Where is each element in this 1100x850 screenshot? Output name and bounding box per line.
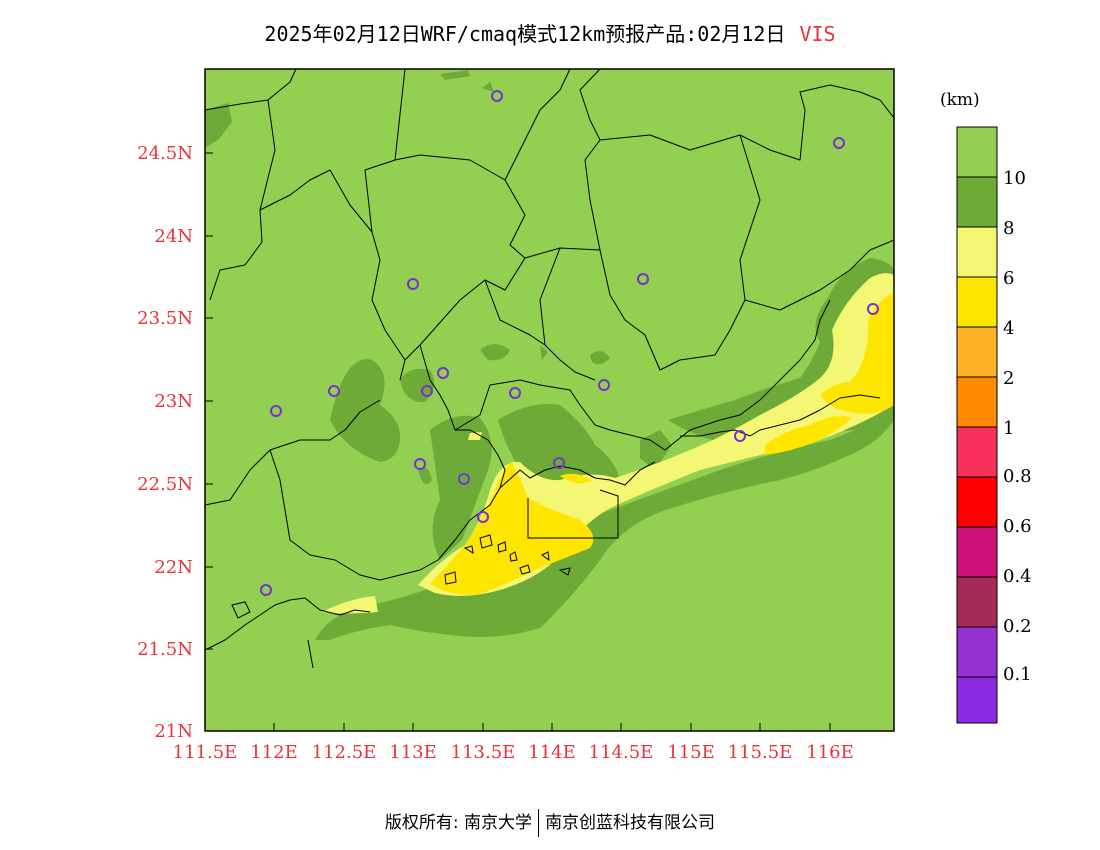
lon-tick-label: 112.5E	[312, 742, 377, 763]
lon-tick-label: 112E	[250, 742, 298, 763]
longitude-labels: 111.5E 112E 112.5E 113E 113.5E 114E 114.…	[173, 742, 854, 763]
legend-label: 6	[1003, 268, 1015, 289]
lat-tick-label: 22.5N	[137, 474, 193, 495]
station-marker[interactable]	[260, 584, 272, 596]
legend-swatch	[957, 177, 997, 227]
legend-label: 4	[1003, 318, 1015, 339]
lon-tick-label: 111.5E	[173, 742, 238, 763]
legend-label: 10	[1003, 168, 1026, 189]
station-marker[interactable]	[637, 273, 649, 285]
station-marker[interactable]	[414, 458, 426, 470]
copyright-text: 版权所有: 南京大学	[384, 813, 533, 833]
lat-tick-label: 23N	[154, 391, 193, 412]
company-text: 南京创蓝科技有限公司	[545, 813, 716, 833]
lon-tick-label: 114.5E	[589, 742, 654, 763]
footer: 版权所有: 南京大学 南京创蓝科技有限公司	[0, 808, 1100, 837]
map-title: 2025年02月12日WRF/cmaq模式12km预报产品:02月12日 VIS	[0, 18, 1100, 47]
latitude-labels: 24.5N 24N 23.5N 23N 22.5N 22N 21.5N 21N	[137, 143, 193, 742]
legend-label: 0.2	[1003, 616, 1032, 637]
station-marker[interactable]	[734, 430, 746, 442]
station-marker[interactable]	[553, 457, 565, 469]
legend-swatch	[957, 527, 997, 577]
legend-label: 0.6	[1003, 516, 1032, 537]
vis-zone-4-6	[430, 292, 894, 595]
lat-tick-label: 22N	[154, 557, 193, 578]
legend-swatch	[957, 627, 997, 677]
legend-swatch	[957, 277, 997, 327]
legend-swatch	[957, 427, 997, 477]
lat-tick-label: 24.5N	[137, 143, 193, 164]
lon-tick-label: 116E	[806, 742, 854, 763]
legend-label: 0.4	[1003, 566, 1032, 587]
map-frame	[204, 68, 895, 732]
lat-tick-label: 24N	[154, 226, 193, 247]
region-boundaries	[205, 69, 894, 651]
station-markers	[260, 90, 879, 596]
legend-swatch	[957, 377, 997, 427]
lon-tick-label: 115.5E	[728, 742, 793, 763]
title-main: 2025年02月12日WRF/cmaq模式12km预报产品:02月12日	[264, 22, 786, 46]
lon-tick-label: 113E	[389, 742, 437, 763]
station-marker[interactable]	[509, 387, 521, 399]
legend-label: 8	[1003, 218, 1015, 239]
map-field	[205, 69, 894, 731]
legend-unit: (km)	[940, 90, 980, 110]
legend-swatch	[957, 327, 997, 377]
station-marker[interactable]	[437, 367, 449, 379]
station-marker[interactable]	[407, 278, 419, 290]
station-marker[interactable]	[458, 473, 470, 485]
station-marker[interactable]	[477, 511, 489, 523]
islands	[231, 534, 571, 669]
lon-tick-label: 115E	[667, 742, 715, 763]
legend-label: 1	[1003, 418, 1015, 439]
station-marker[interactable]	[867, 303, 879, 315]
legend-swatch	[957, 477, 997, 527]
lat-tick-label: 21N	[154, 721, 193, 742]
title-variable: VIS	[799, 22, 836, 46]
lon-tick-label: 114E	[528, 742, 576, 763]
station-marker[interactable]	[270, 405, 282, 417]
legend-swatch	[957, 577, 997, 627]
legend-swatch	[957, 127, 997, 177]
station-marker[interactable]	[421, 385, 433, 397]
axis-ticks	[204, 152, 831, 732]
legend-label: 2	[1003, 368, 1015, 389]
legend-swatch	[957, 227, 997, 277]
lat-tick-label: 21.5N	[137, 639, 193, 660]
station-marker[interactable]	[328, 385, 340, 397]
lat-tick-label: 23.5N	[137, 308, 193, 329]
station-marker[interactable]	[491, 90, 503, 102]
legend-swatch	[957, 677, 997, 723]
legend-label: 0.1	[1003, 664, 1032, 685]
station-marker[interactable]	[598, 379, 610, 391]
station-marker[interactable]	[833, 137, 845, 149]
legend-colorbar	[956, 126, 998, 724]
footer-divider	[538, 809, 540, 837]
legend-label: 0.8	[1003, 466, 1032, 487]
lon-tick-label: 113.5E	[451, 742, 516, 763]
